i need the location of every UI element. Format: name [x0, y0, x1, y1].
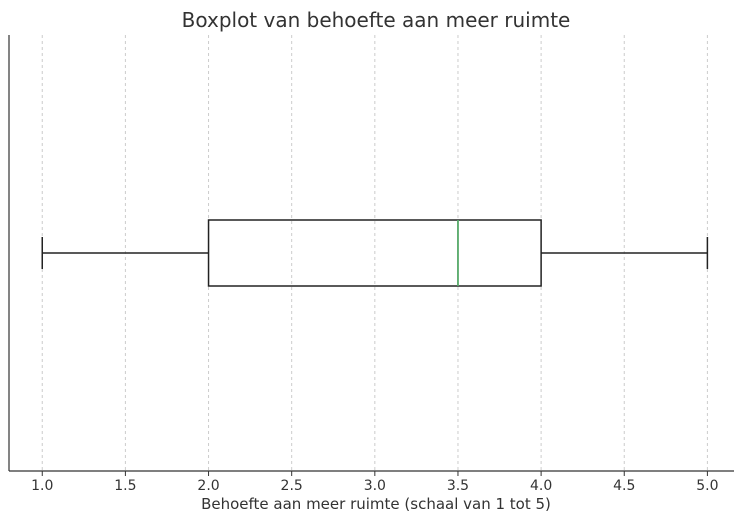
x-tick-label: 3.0: [364, 478, 386, 494]
x-ticks: 1.0 1.5 2.0 2.5 3.0 3.5 4.0 4.5 5.0: [31, 471, 719, 494]
x-tick-label: 5.0: [696, 478, 718, 494]
chart-title: Boxplot van behoefte aan meer ruimte: [182, 8, 571, 32]
x-tick-label: 1.0: [31, 478, 53, 494]
x-tick-label: 3.5: [447, 478, 469, 494]
x-tick-label: 2.0: [197, 478, 219, 494]
x-tick-label: 4.0: [530, 478, 552, 494]
box-group: [41, 219, 709, 287]
x-tick-label: 2.5: [281, 478, 303, 494]
x-axis-label: Behoefte aan meer ruimte (schaal van 1 t…: [201, 495, 551, 513]
iqr-box: [207, 219, 542, 287]
x-tick-label: 4.5: [613, 478, 635, 494]
x-tick-label: 1.5: [114, 478, 136, 494]
